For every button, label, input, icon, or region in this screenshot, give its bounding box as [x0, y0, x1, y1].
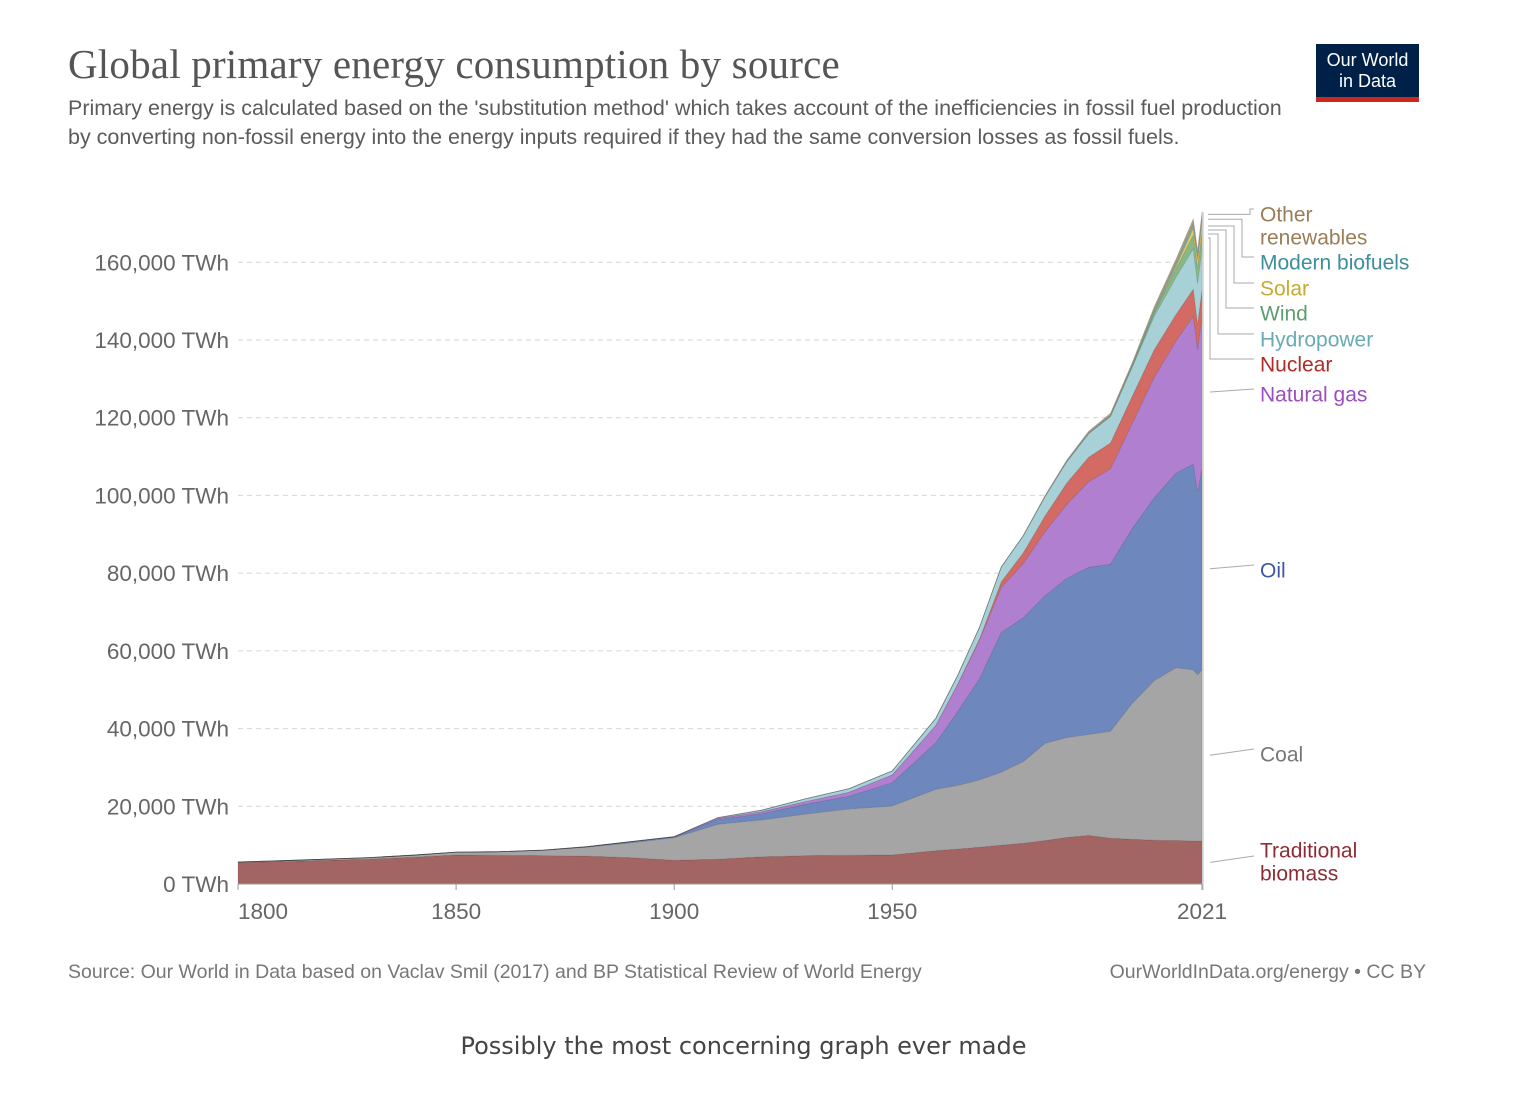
leader-line — [1209, 388, 1255, 393]
x-tick-label: 1850 — [431, 899, 481, 924]
series-label-other-renewables: renewables — [1260, 227, 1367, 250]
area-natural-gas[interactable] — [237, 315, 1203, 863]
series-label-hydropower: Hydropower — [1260, 329, 1373, 352]
source-note: Source: Our World in Data based on Vacla… — [68, 961, 922, 983]
post-caption: Possibly the most concerning graph ever … — [460, 1032, 1027, 1060]
leader-line — [1209, 748, 1255, 756]
owid-logo[interactable]: Our World in Data — [1316, 44, 1419, 102]
series-label-modern-biofuels: Modern biofuels — [1260, 252, 1409, 275]
y-tick-label: 160,000 TWh — [94, 250, 229, 275]
y-tick-label: 80,000 TWh — [107, 561, 229, 586]
area-solar[interactable] — [237, 221, 1203, 863]
leader-line — [1208, 208, 1254, 215]
series-label-natural-gas: Natural gas — [1260, 384, 1367, 407]
chart-title: Global primary energy consumption by sou… — [68, 41, 840, 87]
area-series — [237, 211, 1203, 885]
series-label-wind: Wind — [1260, 303, 1308, 326]
leader-line — [1209, 855, 1255, 863]
x-tick-label: 2021 — [1177, 899, 1227, 924]
x-tick-label: 1950 — [867, 899, 917, 924]
area-nuclear[interactable] — [237, 287, 1203, 863]
logo-line-2: in Data — [1338, 70, 1397, 91]
y-tick-label: 0 TWh — [163, 872, 229, 897]
series-label-oil: Oil — [1260, 560, 1286, 583]
series-label-other-renewables: Other — [1260, 204, 1313, 227]
energy-area-chart: 0 TWh 20,000 TWh 40,000 TWh 60,000 TWh 80,00… — [94, 204, 1409, 924]
license-link[interactable]: OurWorldInData.org/energy • CC BY — [1109, 961, 1426, 983]
chart-subtitle: Primary energy is calculated based on th… — [68, 96, 1282, 149]
leader-line — [1208, 229, 1254, 309]
area-modern-biofuels[interactable] — [237, 217, 1203, 863]
y-tick-label: 100,000 TWh — [94, 483, 229, 508]
series-label-nuclear: Nuclear — [1260, 354, 1332, 377]
x-tick-label: 1800 — [238, 899, 288, 924]
y-tick-label: 140,000 TWh — [94, 328, 229, 353]
axes: 0 TWh 20,000 TWh 40,000 TWh 60,000 TWh 80,00… — [94, 211, 1227, 924]
leader-line — [1208, 225, 1254, 284]
area-hydropower[interactable] — [237, 247, 1203, 863]
area-other-renewables[interactable] — [237, 211, 1203, 863]
y-tick-label: 60,000 TWh — [107, 639, 229, 664]
leader-line — [1208, 218, 1254, 258]
series-label-traditional-biomass: Traditional — [1260, 840, 1357, 863]
y-tick-label: 40,000 TWh — [107, 717, 229, 742]
series-label-traditional-biomass: biomass — [1260, 863, 1338, 886]
series-label-solar: Solar — [1260, 278, 1309, 301]
x-tick-label: 1900 — [649, 899, 699, 924]
leader-line — [1209, 564, 1255, 570]
area-wind[interactable] — [237, 231, 1203, 863]
logo-line-1: Our World — [1326, 49, 1409, 70]
legend-leader-lines — [1208, 208, 1255, 863]
series-label-coal: Coal — [1260, 744, 1303, 767]
y-tick-label: 20,000 TWh — [107, 794, 229, 819]
y-tick-label: 120,000 TWh — [94, 406, 229, 431]
leader-line — [1208, 237, 1254, 360]
leader-line — [1208, 233, 1254, 335]
